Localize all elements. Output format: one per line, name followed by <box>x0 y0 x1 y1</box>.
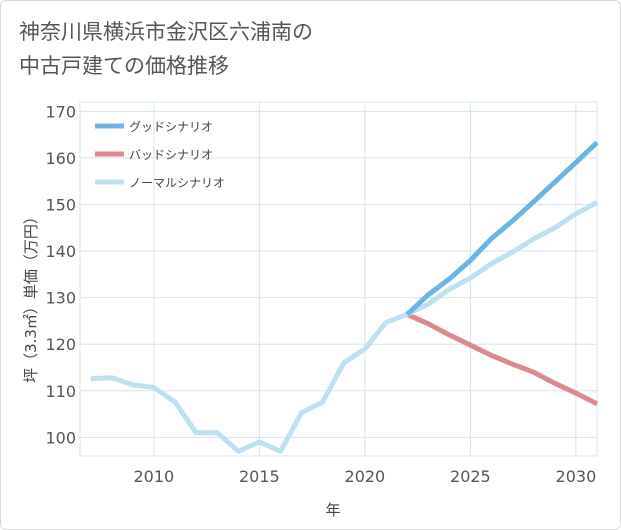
y-tick-label-110: 110 <box>45 382 76 401</box>
x-tick-label-2015: 2015 <box>239 467 280 486</box>
y-tick-label-140: 140 <box>45 242 76 261</box>
legend-label-good: グッドシナリオ <box>129 120 213 134</box>
legend-label-bad: バッドシナリオ <box>129 148 213 162</box>
series-line-good <box>405 140 599 317</box>
chart-title-line2: 中古戸建ての価格推移 <box>19 54 229 78</box>
x-axis-title: 年 <box>325 501 340 519</box>
y-tick-label-100: 100 <box>45 428 76 447</box>
x-tick-label-2025: 2025 <box>450 467 491 486</box>
x-tick-label-2010: 2010 <box>133 467 174 486</box>
y-tick-label-160: 160 <box>45 149 76 168</box>
y-tick-label-170: 170 <box>45 102 76 121</box>
y-tick-label-120: 120 <box>45 335 76 354</box>
grid-lines <box>79 101 598 457</box>
tick-labels: 2010 2015 2020 2025 2030 100 110 120 130 140 150 16… <box>45 102 596 486</box>
plot-area-border <box>79 101 598 457</box>
series-lines <box>90 140 599 454</box>
chart-title-line1: 神奈川県横浜市金沢区六浦南の <box>19 20 313 44</box>
y-axis-title: 坪（3.3㎡）単価（万円） <box>22 209 40 383</box>
chart-title: 神奈川県横浜市金沢区六浦南の 中古戸建ての価格推移 <box>19 15 313 83</box>
series-line-normal <box>90 200 599 454</box>
legend-label-normal: ノーマルシナリオ <box>129 176 225 190</box>
y-tick-label-130: 130 <box>45 289 76 308</box>
x-tick-label-2030: 2030 <box>556 467 597 486</box>
y-tick-label-150: 150 <box>45 195 76 214</box>
x-tick-label-2020: 2020 <box>345 467 386 486</box>
series-line-bad <box>406 312 599 407</box>
